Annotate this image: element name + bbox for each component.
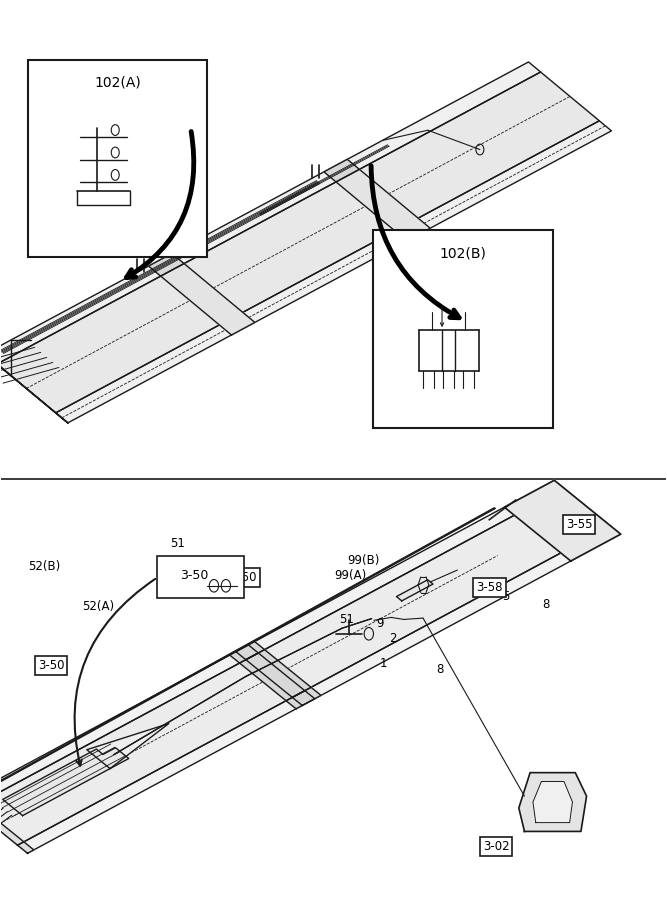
FancyBboxPatch shape bbox=[157, 556, 244, 599]
Text: 8: 8 bbox=[542, 598, 550, 611]
Polygon shape bbox=[0, 62, 541, 364]
Polygon shape bbox=[56, 121, 612, 423]
Polygon shape bbox=[0, 354, 68, 423]
Text: 102(B): 102(B) bbox=[440, 247, 486, 260]
Text: 3-55: 3-55 bbox=[566, 518, 592, 531]
Polygon shape bbox=[396, 580, 433, 601]
Polygon shape bbox=[17, 526, 621, 853]
Text: 99(A): 99(A) bbox=[334, 569, 366, 581]
Text: 3-50: 3-50 bbox=[231, 571, 257, 584]
Polygon shape bbox=[17, 842, 34, 853]
Polygon shape bbox=[0, 481, 564, 807]
Polygon shape bbox=[239, 653, 305, 701]
Text: 1: 1 bbox=[380, 657, 387, 670]
Text: 52(A): 52(A) bbox=[81, 600, 114, 613]
Polygon shape bbox=[0, 804, 24, 845]
Text: 3-02: 3-02 bbox=[483, 840, 510, 852]
Text: 3-50: 3-50 bbox=[180, 569, 208, 581]
Polygon shape bbox=[236, 642, 265, 660]
Polygon shape bbox=[229, 645, 258, 663]
Text: 8: 8 bbox=[436, 663, 444, 676]
Text: 2: 2 bbox=[390, 632, 397, 644]
Polygon shape bbox=[246, 650, 311, 698]
Text: 3-58: 3-58 bbox=[476, 581, 503, 594]
Text: 51: 51 bbox=[170, 537, 185, 550]
Polygon shape bbox=[519, 772, 586, 832]
Polygon shape bbox=[149, 254, 184, 276]
Text: 102(A): 102(A) bbox=[94, 76, 141, 90]
Polygon shape bbox=[504, 481, 621, 561]
Text: 3-50: 3-50 bbox=[38, 659, 65, 672]
FancyBboxPatch shape bbox=[28, 59, 207, 257]
Polygon shape bbox=[336, 169, 430, 241]
Text: 99(B): 99(B) bbox=[348, 554, 380, 567]
Polygon shape bbox=[87, 724, 169, 769]
Polygon shape bbox=[292, 688, 321, 706]
Text: 51: 51 bbox=[340, 613, 354, 626]
Polygon shape bbox=[324, 159, 360, 182]
FancyBboxPatch shape bbox=[374, 230, 553, 428]
Polygon shape bbox=[0, 489, 611, 845]
Polygon shape bbox=[533, 781, 572, 823]
Polygon shape bbox=[161, 264, 255, 335]
Text: 52(B): 52(B) bbox=[29, 561, 61, 573]
Polygon shape bbox=[3, 748, 129, 815]
Polygon shape bbox=[0, 72, 600, 413]
Text: 9: 9 bbox=[376, 617, 384, 630]
Polygon shape bbox=[286, 690, 315, 709]
Text: 5: 5 bbox=[502, 590, 510, 603]
